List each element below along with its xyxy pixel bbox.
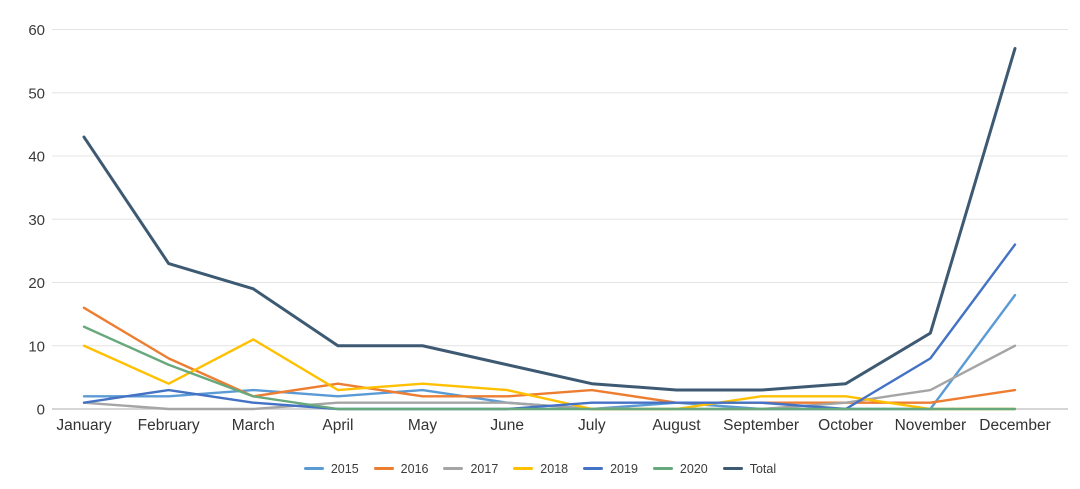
y-tick-label-20: 20 [28,275,45,292]
legend-label-2019: 2019 [610,461,638,476]
x-tick-label-march: March [232,417,275,434]
legend-label-total: Total [749,461,777,476]
x-tick-label-april: April [322,417,353,434]
x-tick-label-january: January [56,417,111,434]
series-line-2020 [82,325,1017,411]
x-tick-label-june: June [490,417,524,434]
legend-item-2016: 2016 [373,461,429,476]
x-tick-label-december: December [979,417,1051,434]
legend-swatch-2015 [303,467,324,471]
legend-label-2017: 2017 [470,461,499,476]
legend-swatch-2019 [583,467,604,471]
x-tick-label-july: July [578,417,606,434]
y-tick-label-30: 30 [28,212,45,229]
x-tick-label-february: February [138,417,200,434]
y-tick-label-40: 40 [28,149,45,166]
legend-item-total: Total [722,461,777,476]
gridlines [52,29,1068,410]
x-tick-label-october: October [818,417,873,434]
legend-item-2017: 2017 [443,461,499,476]
legend-item-2019: 2019 [583,461,638,476]
y-tick-label-50: 50 [28,85,45,102]
y-tick-label-60: 60 [28,22,45,39]
y-axis-labels: 0 10 20 30 40 50 60 [28,22,45,419]
x-tick-label-november: November [895,417,967,434]
legend-item-2018: 2018 [513,461,569,476]
y-tick-label-10: 10 [28,338,45,355]
legend-swatch-2020 [652,467,673,471]
x-tick-label-september: September [723,417,799,434]
series-line-total [82,46,1017,392]
y-tick-label-0: 0 [37,402,45,419]
legend-swatch-2018 [513,467,534,471]
legend-item-2020: 2020 [652,461,708,476]
series-lines [82,46,1017,411]
x-axis-labels: January February March April May June July Augu… [56,417,1050,434]
series-line-2018 [82,338,1017,411]
legend-label-2020: 2020 [679,461,708,476]
legend-label-2015: 2015 [330,461,359,476]
legend-label-2018: 2018 [540,461,569,476]
x-tick-label-august: August [652,417,701,434]
legend-swatch-2016 [373,467,394,471]
series-line-2019 [82,243,1017,411]
legend: 2015 2016 2017 2018 2019 2020 Total [0,461,1080,476]
legend-swatch-total [722,467,743,471]
x-tick-label-may: May [408,417,438,434]
legend-label-2016: 2016 [400,461,429,476]
legend-item-2015: 2015 [303,461,359,476]
legend-swatch-2017 [443,467,464,471]
